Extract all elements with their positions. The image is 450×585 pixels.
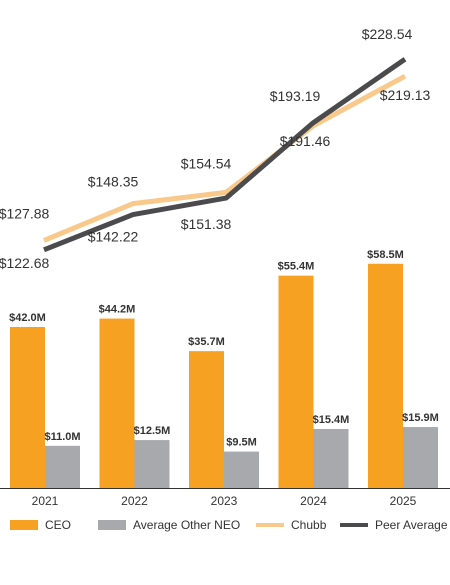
- legend-label-chubb: Chubb: [291, 518, 327, 532]
- legend-swatch-average-other-neo: [98, 520, 126, 530]
- bar-label-ceo-2024: $55.4M: [278, 261, 315, 273]
- bar-label-average-other-neo-2023: $9.5M: [226, 437, 257, 449]
- x-tick-2022: 2022: [121, 494, 148, 508]
- line-label-peer-average-2023: $151.38: [181, 216, 232, 232]
- line-label-chubb-2025: $219.13: [380, 87, 431, 103]
- legend-label-peer-average: Peer Average: [375, 518, 448, 532]
- bar-label-average-other-neo-2021: $11.0M: [44, 431, 80, 443]
- line-label-peer-average-2022: $142.22: [88, 229, 139, 245]
- bar-ceo-2022: [99, 318, 135, 488]
- bar-ceo-2024: [278, 275, 314, 488]
- bar-average-other-neo-2022: [134, 440, 170, 488]
- legend: CEO Average Other NEO Chubb Peer Average: [10, 518, 448, 532]
- bar-label-average-other-neo-2025: $15.9M: [402, 412, 439, 424]
- line-label-peer-average-2021: $122.68: [0, 255, 50, 271]
- line-label-chubb-2021: $127.88: [0, 205, 50, 221]
- bar-label-ceo-2021: $42.0M: [9, 312, 46, 324]
- x-tick-2021: 2021: [32, 494, 59, 508]
- line-label-peer-average-2025: $228.54: [362, 26, 413, 42]
- line-chubb: [43, 74, 407, 243]
- bar-label-ceo-2023: $35.7M: [188, 336, 225, 348]
- bar-ceo-2025: [368, 263, 403, 488]
- x-tick-2023: 2023: [211, 494, 238, 508]
- x-tick-2024: 2024: [300, 494, 327, 508]
- bar-average-other-neo-2021: [45, 445, 80, 488]
- legend-label-ceo: CEO: [45, 518, 71, 532]
- bar-label-ceo-2022: $44.2M: [99, 304, 136, 316]
- bar-label-average-other-neo-2022: $12.5M: [134, 425, 171, 437]
- x-tick-2025: 2025: [390, 494, 417, 508]
- bar-ceo-2021: [10, 327, 45, 488]
- bar-label-average-other-neo-2024: $15.4M: [313, 414, 350, 426]
- bar-average-other-neo-2023: [224, 451, 259, 488]
- bar-chart: $42.0M $11.0M 2021 $44.2M $12.5M 2022 $35.7M $9…: [0, 249, 450, 508]
- bar-average-other-neo-2025: [403, 427, 438, 488]
- line-label-chubb-2024: $191.46: [280, 133, 331, 149]
- line-chart: $127.88 $148.35 $154.54 $191.46 $219.13 $122.…: [0, 26, 431, 271]
- bar-label-ceo-2025: $58.5M: [367, 249, 404, 261]
- bar-ceo-2023: [189, 351, 224, 488]
- bar-average-other-neo-2024: [313, 428, 349, 488]
- line-label-peer-average-2024: $193.19: [270, 88, 321, 104]
- legend-swatch-ceo: [10, 520, 38, 530]
- legend-label-average-other-neo: Average Other NEO: [133, 518, 240, 532]
- line-label-chubb-2023: $154.54: [181, 155, 232, 171]
- line-label-chubb-2022: $148.35: [88, 174, 139, 190]
- line-peer-average: [43, 57, 407, 253]
